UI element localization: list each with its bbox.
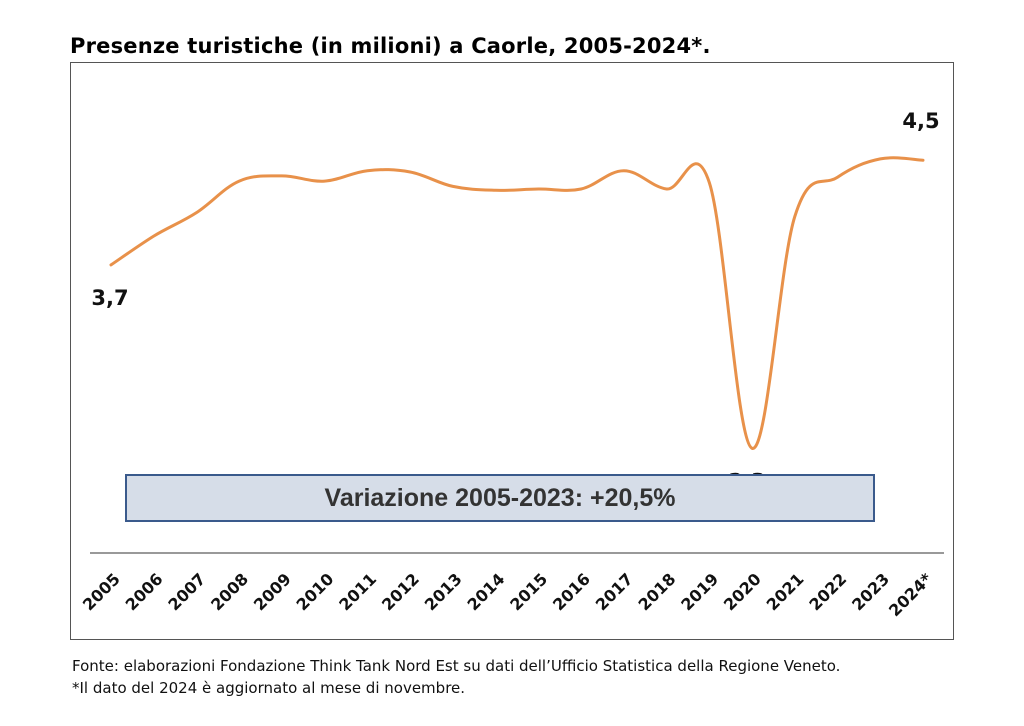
data-point-2007	[194, 211, 198, 215]
data-point-2014	[494, 188, 498, 192]
x-tick-label-2021: 2021	[763, 569, 808, 614]
x-tick-label-2015: 2015	[506, 569, 551, 614]
source-note: Fonte: elaborazioni Fondazione Think Tan…	[72, 657, 841, 675]
x-tick-label-2022: 2022	[805, 569, 850, 614]
data-point-2019	[707, 180, 711, 184]
variation-box: Variazione 2005-2023: +20,5%	[125, 474, 875, 522]
data-point-2012	[408, 170, 412, 174]
x-tick-label-2007: 2007	[164, 569, 209, 614]
data-point-2011	[365, 169, 369, 173]
data-point-2010	[323, 179, 327, 183]
x-tick-label-2013: 2013	[421, 569, 466, 614]
data-point-2013	[451, 184, 455, 188]
data-point-2016	[579, 187, 583, 191]
data-point-2022	[836, 175, 840, 179]
x-tick-label-2006: 2006	[122, 569, 167, 614]
data-label-2005: 3,7	[91, 286, 128, 310]
data-point-2021	[793, 215, 797, 219]
data-point-2024	[921, 158, 925, 162]
x-tick-label-2012: 2012	[378, 569, 423, 614]
x-tick-label-2020: 2020	[720, 569, 765, 614]
data-point-2008	[237, 179, 241, 183]
data-point-2015	[536, 187, 540, 191]
data-point-2023	[878, 157, 882, 161]
x-tick-label-2011: 2011	[335, 569, 380, 614]
chart-frame	[70, 62, 954, 640]
data-point-2009	[280, 174, 284, 178]
data-point-2017	[622, 169, 626, 173]
x-tick-label-2014: 2014	[464, 569, 509, 614]
x-tick-label-2024: 2024*	[885, 569, 936, 620]
footnote: *Il dato del 2024 è aggiornato al mese d…	[72, 679, 466, 697]
x-tick-label-2008: 2008	[207, 569, 252, 614]
data-label-2024: 4,5	[902, 109, 939, 133]
data-point-2020	[750, 446, 754, 450]
x-tick-label-2016: 2016	[549, 569, 594, 614]
x-tick-label-2017: 2017	[592, 569, 637, 614]
chart-title: Presenze turistiche (in milioni) a Caorl…	[70, 34, 711, 58]
x-tick-label-2018: 2018	[634, 569, 679, 614]
x-tick-label-2010: 2010	[293, 569, 338, 614]
data-point-2006	[152, 234, 156, 238]
data-point-2018	[665, 187, 669, 191]
x-tick-label-2019: 2019	[677, 569, 722, 614]
x-tick-label-2009: 2009	[250, 569, 295, 614]
x-tick-label-2005: 2005	[79, 569, 124, 614]
data-point-2005	[109, 263, 113, 267]
series-line	[109, 156, 925, 450]
